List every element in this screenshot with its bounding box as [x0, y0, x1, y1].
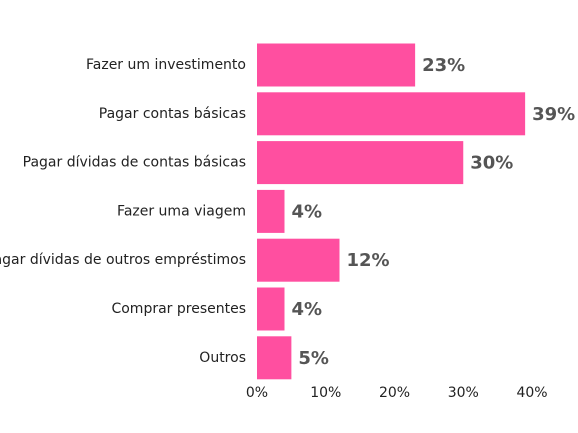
bar-comprar-presentes — [257, 287, 285, 331]
value-label-pagar-dividas-de-outros-emprestimos: 12% — [347, 250, 390, 271]
x-tick-label-20: 20% — [379, 385, 410, 401]
category-label-pagar-dividas-de-outros-emprestimos: Pagar dívidas de outros empréstimos — [0, 252, 246, 268]
value-label-fazer-um-investimento: 23% — [422, 55, 465, 76]
value-label-fazer-uma-viagem: 4% — [292, 201, 323, 222]
category-label-pagar-dividas-de-contas-basicas: Pagar dívidas de contas básicas — [23, 155, 246, 171]
bars-layer — [257, 43, 526, 380]
value-label-pagar-contas-basicas: 39% — [532, 104, 575, 125]
value-label-pagar-dividas-de-contas-basicas: 30% — [470, 153, 513, 174]
x-tick-label-30: 30% — [448, 385, 479, 401]
bar-pagar-dividas-de-contas-basicas — [257, 141, 464, 185]
x-tick-label-0: 0% — [246, 385, 268, 401]
x-tick-label-40: 40% — [516, 385, 547, 401]
value-label-comprar-presentes: 4% — [292, 299, 323, 320]
bar-fazer-uma-viagem — [257, 189, 285, 233]
x-tick-label-10: 10% — [310, 385, 341, 401]
value-labels: 23% 39% 30% 4% 12% 4% 5% — [292, 55, 576, 369]
bar-outros — [257, 336, 292, 380]
category-labels: Fazer um investimento Pagar contas básica… — [0, 57, 246, 366]
bar-fazer-um-investimento — [257, 43, 416, 87]
bar-pagar-dividas-de-outros-emprestimos — [257, 238, 340, 282]
category-label-pagar-contas-basicas: Pagar contas básicas — [99, 106, 246, 122]
bar-pagar-contas-basicas — [257, 92, 526, 136]
category-label-outros: Outros — [199, 350, 246, 366]
value-label-outros: 5% — [298, 348, 329, 369]
category-label-fazer-uma-viagem: Fazer uma viagem — [117, 203, 246, 219]
category-label-fazer-um-investimento: Fazer um investimento — [86, 57, 246, 73]
category-label-comprar-presentes: Comprar presentes — [111, 301, 246, 317]
x-axis: 0% 10% 20% 30% 40% — [246, 385, 548, 401]
